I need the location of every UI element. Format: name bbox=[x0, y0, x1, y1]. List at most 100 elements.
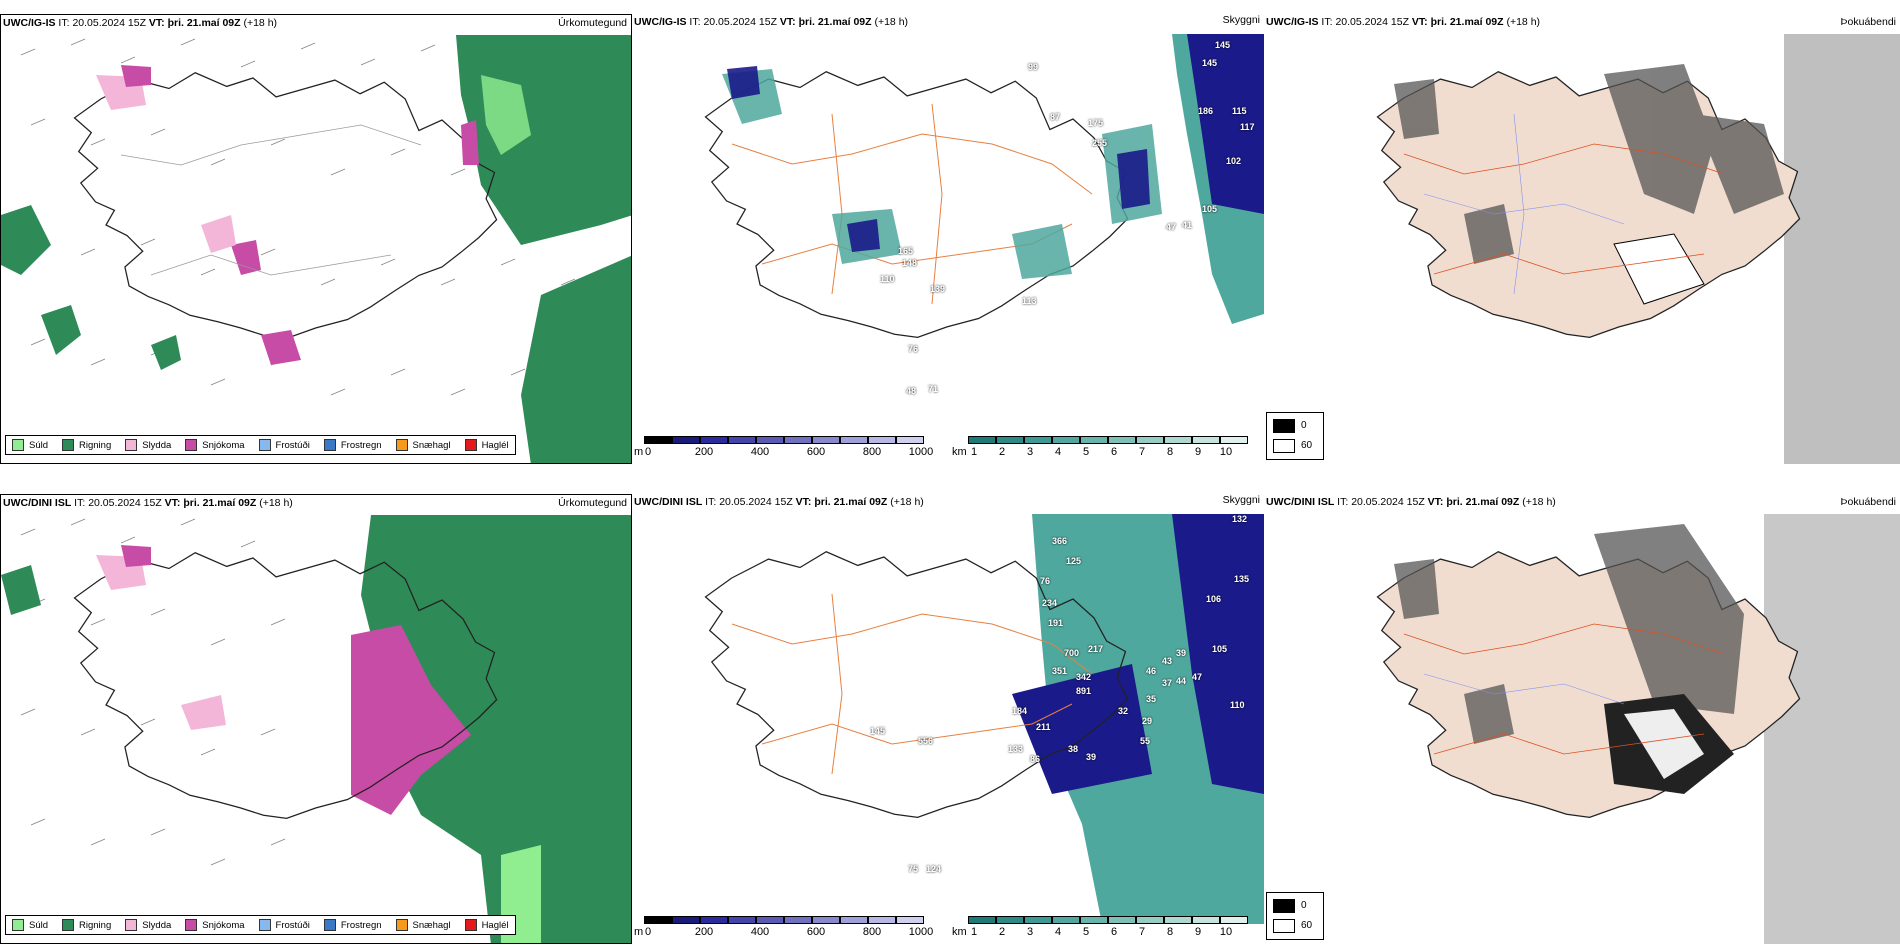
cloud-label: 32 bbox=[1118, 706, 1129, 716]
precip-map-panel-top: UWC/IG-IS IT: 20.05.2024 15Z VT: þri. 21… bbox=[0, 14, 632, 464]
cloudbase-colorbar-top: m 0 200 400 600 800 1000 bbox=[634, 436, 934, 462]
cloud-label: 39 bbox=[1086, 752, 1097, 762]
rain-area-east bbox=[456, 35, 631, 245]
cloud-label: 110 bbox=[1230, 700, 1245, 710]
cloud-label: 556 bbox=[918, 736, 934, 746]
legend-item: Slydda bbox=[125, 919, 171, 931]
cloud-map-panel-bottom: 132 366 125 135 106 105 110 76 234 191 7… bbox=[632, 494, 1264, 944]
cloud-label: 175 bbox=[1088, 118, 1104, 128]
cloudbase-colorbar-bottom: m 0 200 400 600 800 1000 bbox=[634, 916, 934, 942]
cloud-label: 133 bbox=[1008, 744, 1024, 754]
cloud-label: 135 bbox=[1234, 574, 1250, 584]
cloud-label: 38 bbox=[1068, 744, 1079, 754]
cloud-label: 115 bbox=[1232, 106, 1247, 116]
rain-area-east bbox=[361, 515, 631, 943]
cloud-label: 145 bbox=[1202, 58, 1218, 68]
cloud-label: 86 bbox=[1030, 754, 1041, 764]
cloud-map-bottom bbox=[704, 514, 1264, 924]
cloud-label: 71 bbox=[928, 384, 939, 394]
rain-area-southeast bbox=[521, 255, 631, 463]
cloud-label: 366 bbox=[1052, 536, 1068, 546]
cloud-label: 99 bbox=[1028, 62, 1039, 72]
header-top-left: UWC/IG-IS IT: 20.05.2024 15Z VT: þri. 21… bbox=[3, 17, 278, 29]
low-cloud-area bbox=[1187, 34, 1264, 214]
fog-map-top bbox=[1376, 34, 1900, 464]
cloud-label: 41 bbox=[1182, 220, 1193, 230]
legend-item: Frostregn bbox=[323, 439, 382, 451]
cloud-label: 47 bbox=[1192, 672, 1203, 682]
cloud-label: 75 bbox=[908, 864, 919, 874]
cloud-map-panel-top: 145 145 115 117 102 99 87 175 255 186 11… bbox=[632, 14, 1264, 464]
cloud-label: 891 bbox=[1076, 686, 1092, 696]
header-bottom-middle: UWC/DINI ISL IT: 20.05.2024 15Z VT: þri.… bbox=[634, 496, 924, 508]
fog-map-panel-top: UWC/IG-IS IT: 20.05.2024 15Z VT: þri. 21… bbox=[1264, 14, 1900, 464]
cloud-label: 105 bbox=[1212, 644, 1228, 654]
fog-map-bottom bbox=[1376, 514, 1900, 944]
cloud-label: 43 bbox=[1162, 656, 1173, 666]
fog-title-bottom: Þokuábendi bbox=[1840, 496, 1896, 508]
cloud-label: 186 bbox=[1198, 106, 1214, 116]
cloud-label: 46 bbox=[1146, 666, 1157, 676]
roads-fog-top bbox=[1403, 143, 1725, 275]
legend-item: Snæhagl bbox=[395, 919, 451, 931]
precip-title-top: Úrkomutegund bbox=[558, 17, 627, 29]
legend-item: Rigning bbox=[62, 919, 111, 931]
legend-item: Snjókoma bbox=[185, 439, 245, 451]
visibility-colorbar-top: km 1 2 3 4 5 6 7 8 9 10 bbox=[952, 436, 1252, 462]
cloud-label: 145 bbox=[870, 726, 886, 736]
cloud-label: 148 bbox=[902, 258, 918, 268]
precip-map-bottom bbox=[1, 515, 631, 943]
cloud-label: 102 bbox=[1226, 156, 1242, 166]
legend-item: Súld bbox=[12, 919, 48, 931]
cloud-label: 76 bbox=[908, 344, 919, 354]
cloud-label: 125 bbox=[1066, 556, 1082, 566]
fog-title-top: Þokuábendi bbox=[1840, 16, 1896, 28]
legend-item: Haglél bbox=[464, 439, 509, 451]
cloud-label: 255 bbox=[1092, 138, 1108, 148]
precip-legend-top: Súld Rigning Slydda Snjókoma Frostúði Fr… bbox=[5, 435, 516, 455]
cloud-label: 87 bbox=[1050, 112, 1061, 122]
cloud-label: 76 bbox=[1040, 576, 1051, 586]
cloud-label: 117 bbox=[1240, 122, 1255, 132]
header-top-middle: UWC/IG-IS IT: 20.05.2024 15Z VT: þri. 21… bbox=[634, 16, 909, 28]
cloud-label: 132 bbox=[1232, 514, 1248, 524]
header-bottom-left: UWC/DINI ISL IT: 20.05.2024 15Z VT: þri.… bbox=[3, 497, 293, 509]
legend-item: Frostúði bbox=[258, 439, 310, 451]
cloud-label: 106 bbox=[1206, 594, 1222, 604]
header-bottom-right: UWC/DINI ISL IT: 20.05.2024 15Z VT: þri.… bbox=[1266, 496, 1556, 508]
cloud-label: 48 bbox=[906, 386, 917, 396]
cloud-label: 234 bbox=[1042, 598, 1058, 608]
cloud-label: 184 bbox=[1012, 706, 1028, 716]
cloud-label: 145 bbox=[1215, 40, 1231, 50]
cloud-label: 351 bbox=[1052, 666, 1068, 676]
legend-item: Haglél bbox=[464, 919, 509, 931]
cloud-label: 37 bbox=[1162, 678, 1173, 688]
cloud-label: 211 bbox=[1036, 722, 1051, 732]
cloud-label: 35 bbox=[1146, 694, 1157, 704]
fog-map-panel-bottom: UWC/DINI ISL IT: 20.05.2024 15Z VT: þri.… bbox=[1264, 494, 1900, 944]
visibility-colorbar-bottom: km 1 2 3 4 5 6 7 8 9 10 bbox=[952, 916, 1252, 942]
legend-item: Rigning bbox=[62, 439, 111, 451]
cloud-label: 342 bbox=[1076, 672, 1092, 682]
cloud-label: 165 bbox=[898, 246, 914, 256]
legend-item: Slydda bbox=[125, 439, 171, 451]
cloud-label: 110 bbox=[880, 274, 895, 284]
cloud-map-top bbox=[704, 34, 1264, 339]
cloud-label: 47 bbox=[1166, 222, 1177, 232]
cloud-label: 700 bbox=[1064, 648, 1080, 658]
cloud-label: 55 bbox=[1140, 736, 1151, 746]
fog-legend-bottom: 0 60 bbox=[1266, 892, 1324, 940]
cloud-label: 191 bbox=[1048, 618, 1064, 628]
precip-map-top bbox=[1, 35, 631, 463]
cloud-label: 124 bbox=[926, 864, 942, 874]
drizzle-area-east bbox=[481, 75, 531, 155]
legend-item: Snjókoma bbox=[185, 919, 245, 931]
rain-area-west bbox=[1, 205, 51, 275]
cloud-label: 113 bbox=[1022, 296, 1037, 306]
cloud-label: 29 bbox=[1142, 716, 1153, 726]
legend-item: Frostúði bbox=[258, 919, 310, 931]
cloud-label: 105 bbox=[1202, 204, 1218, 214]
fog-legend-top: 0 60 bbox=[1266, 412, 1324, 460]
snow-area-central bbox=[351, 625, 471, 815]
precip-title-bottom: Úrkomutegund bbox=[558, 497, 627, 509]
